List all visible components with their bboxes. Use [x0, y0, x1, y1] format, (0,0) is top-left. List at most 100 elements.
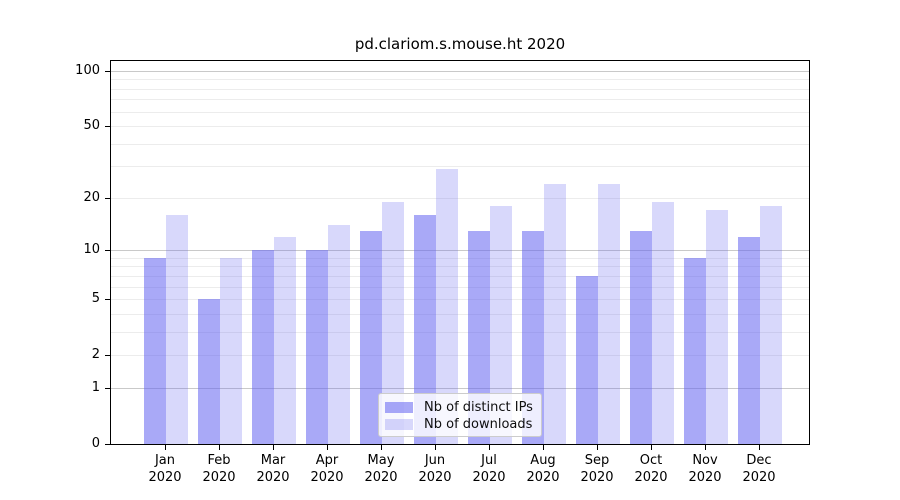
gridline-minor-20: [110, 197, 810, 199]
chart-title: pd.clariom.s.mouse.ht 2020: [354, 35, 566, 53]
x-axis-tick-sep: [597, 445, 598, 450]
bar-distinct-ips-feb: [197, 299, 220, 444]
y-axis-tick-label-2: 2: [91, 347, 100, 363]
gridline-minor-30: [110, 166, 810, 168]
y-axis-tick-5: [105, 299, 110, 301]
y-axis-tick-label-1: 1: [91, 379, 100, 395]
x-axis-tick-label-sep: Sep 2020: [567, 452, 627, 486]
bar-distinct-ips-may: [359, 230, 382, 444]
gridline-major-100: [110, 70, 810, 72]
bar-downloads-may: [381, 201, 404, 444]
gridline-major-10: [110, 250, 810, 252]
legend-row-downloads: Nb of downloads: [385, 416, 541, 433]
month-label: May: [367, 453, 395, 468]
bar-distinct-ips-jun: [413, 214, 436, 444]
x-axis-tick-label-mar: Mar 2020: [243, 452, 303, 486]
y-axis-tick-2: [105, 355, 110, 357]
x-axis-tick-aug: [543, 445, 544, 450]
y-axis-tick-10: [105, 250, 110, 252]
year-label: 2020: [688, 470, 722, 485]
bar-downloads-jun: [435, 168, 458, 444]
year-label: 2020: [526, 470, 560, 485]
y-axis-tick-label-10: 10: [83, 242, 100, 258]
gridline-major-1: [110, 387, 810, 389]
y-axis-tick-100: [105, 70, 110, 72]
year-label: 2020: [580, 470, 614, 485]
x-axis-tick-label-oct: Oct 2020: [621, 452, 681, 486]
gridline-minor-60: [110, 111, 810, 113]
bar-distinct-ips-jul: [467, 230, 490, 444]
x-axis-tick-apr: [327, 445, 328, 450]
bar-downloads-nov: [705, 210, 728, 444]
legend-label-downloads: Nb of downloads: [424, 417, 533, 432]
gridline-minor-90: [110, 79, 810, 81]
y-axis-tick-label-100: 100: [75, 62, 100, 78]
year-label: 2020: [418, 470, 452, 485]
legend-swatch-downloads: [385, 419, 413, 430]
bar-downloads-mar: [273, 236, 296, 444]
x-axis-tick-label-jul: Jul 2020: [459, 452, 519, 486]
gridline-minor-40: [110, 143, 810, 145]
month-label: Mar: [260, 453, 286, 468]
gridline-minor-4: [110, 313, 810, 315]
legend: Nb of distinct IPs Nb of downloads: [378, 393, 542, 437]
y-axis-tick-label-20: 20: [83, 189, 100, 205]
bar-distinct-ips-apr: [305, 250, 328, 444]
gridline-minor-9: [110, 257, 810, 259]
y-axis-tick-0: [105, 444, 110, 445]
bar-distinct-ips-jan: [143, 257, 166, 444]
month-label: Apr: [315, 453, 339, 468]
year-label: 2020: [472, 470, 506, 485]
month-label: Sep: [584, 453, 610, 468]
plot-area: [110, 60, 810, 445]
month-label: Feb: [207, 453, 231, 468]
bar-distinct-ips-mar: [251, 250, 274, 444]
x-axis-tick-label-jan: Jan 2020: [135, 452, 195, 486]
year-label: 2020: [634, 470, 668, 485]
year-label: 2020: [148, 470, 182, 485]
x-axis-tick-dec: [759, 445, 760, 450]
gridline-minor-7: [110, 275, 810, 277]
x-axis-tick-mar: [273, 445, 274, 450]
x-axis-tick-nov: [705, 445, 706, 450]
x-axis-tick-label-aug: Aug 2020: [513, 452, 573, 486]
bar-distinct-ips-oct: [629, 230, 652, 444]
x-axis-tick-jan: [165, 445, 166, 450]
month-label: Dec: [746, 453, 772, 468]
x-axis-tick-label-nov: Nov 2020: [675, 452, 735, 486]
year-label: 2020: [742, 470, 776, 485]
legend-label-distinct-ips: Nb of distinct IPs: [424, 400, 533, 415]
bar-downloads-apr: [327, 225, 350, 444]
y-axis-tick-label-0: 0: [91, 436, 100, 451]
x-axis-tick-label-feb: Feb 2020: [189, 452, 249, 486]
gridline-minor-8: [110, 266, 810, 268]
y-axis-tick-50: [105, 126, 110, 128]
y-axis-tick-label-5: 5: [91, 291, 100, 307]
gridline-minor-80: [110, 88, 810, 90]
legend-row-distinct-ips: Nb of distinct IPs: [385, 399, 541, 416]
gridline-minor-50: [110, 126, 810, 128]
bar-downloads-jul: [489, 205, 512, 444]
x-axis-tick-oct: [651, 445, 652, 450]
gridline-minor-2: [110, 355, 810, 357]
x-axis-tick-label-apr: Apr 2020: [297, 452, 357, 486]
gridline-minor-70: [110, 99, 810, 101]
bar-downloads-jan: [165, 214, 188, 444]
bar-distinct-ips-sep: [575, 275, 598, 444]
gridline-minor-3: [110, 331, 810, 333]
y-axis-tick-1: [105, 387, 110, 389]
x-axis-tick-jul: [489, 445, 490, 450]
x-axis-tick-may: [381, 445, 382, 450]
gridline-minor-6: [110, 286, 810, 288]
gridline-minor-5: [110, 299, 810, 301]
bar-downloads-oct: [651, 201, 674, 444]
legend-swatch-distinct-ips: [385, 402, 413, 413]
y-axis-tick-label-50: 50: [83, 118, 100, 134]
x-axis-tick-label-jun: Jun 2020: [405, 452, 465, 486]
bar-downloads-sep: [597, 183, 620, 444]
x-axis-tick-feb: [219, 445, 220, 450]
month-label: Jul: [481, 453, 497, 468]
month-label: Nov: [692, 453, 718, 468]
x-axis-tick-label-dec: Dec 2020: [729, 452, 789, 486]
